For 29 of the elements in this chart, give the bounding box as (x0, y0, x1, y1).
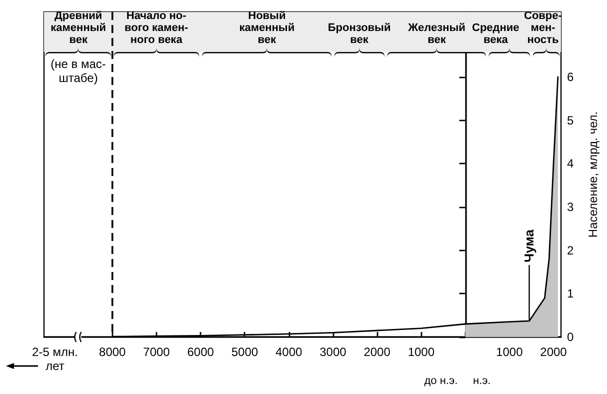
band-label: Новый каменный век (239, 10, 295, 46)
annotation: (не в мас- штабе) (50, 57, 106, 85)
y-tick-label: 2 (567, 243, 574, 258)
x-tick-label: 6000 (187, 345, 214, 359)
y-tick-label: 3 (567, 200, 574, 214)
x-tick-label: 2000 (540, 345, 568, 359)
x-tick-label: 1000 (408, 345, 435, 359)
x-tick-label: 8000 (99, 345, 126, 359)
band-label: Бронзовый век (328, 22, 391, 46)
band-label: Средние века (472, 22, 520, 46)
y-tick-label: 6 (567, 70, 574, 84)
annotation: Чума (521, 230, 536, 263)
band-label: Совре- мен- ность (524, 10, 562, 46)
x-tick-label: 4000 (275, 345, 302, 359)
y-tick-label: 1 (567, 286, 574, 301)
x-tick-label: 5000 (231, 345, 258, 359)
y-tick-label: 0 (567, 330, 574, 344)
y-tick-label: 5 (567, 113, 574, 128)
x-tick-label: 7000 (143, 345, 170, 359)
x-tick-label: 2000 (364, 345, 391, 359)
x-tick-label: 1000 (496, 345, 524, 359)
y-tick-label: 4 (567, 156, 574, 171)
x-tick-label: 3000 (320, 345, 347, 359)
band-label: Древний каменный век (50, 10, 106, 46)
band-label: Железный век (408, 22, 466, 46)
band-label: Начало но- вого камен- ного века (124, 10, 188, 46)
y-axis-title: Население, млрд. чел. (586, 111, 600, 238)
x-axis-title: до н.э. н.э. (424, 375, 491, 388)
text: 2-5 млн. лет (31, 345, 79, 373)
